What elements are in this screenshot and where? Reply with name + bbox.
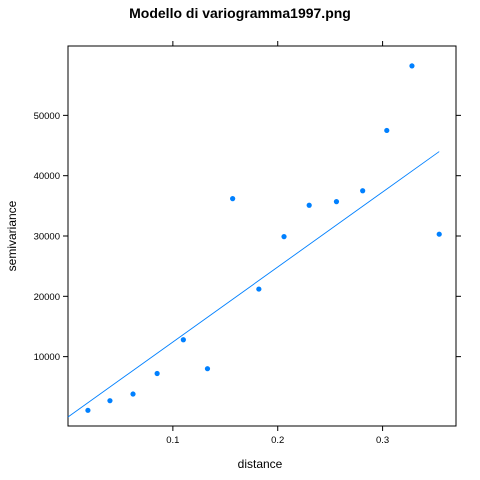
data-point-4 (180, 337, 186, 343)
data-point-0 (85, 407, 91, 413)
x-tick-label-1: 0.2 (271, 435, 284, 446)
y-tick-label-0: 10000 (34, 352, 60, 363)
y-tick-label-4: 50000 (34, 111, 60, 122)
data-point-10 (333, 199, 340, 205)
data-point-14 (436, 231, 442, 237)
chart-title: Modello di variogramma1997.png (129, 5, 351, 21)
x-tick-label-0: 0.1 (166, 435, 179, 446)
data-point-12 (384, 127, 390, 134)
x-tick-label-2: 0.3 (376, 435, 389, 446)
y-tick-label-3: 40000 (34, 171, 60, 182)
data-point-1 (107, 398, 113, 404)
data-point-2 (130, 391, 136, 397)
data-point-8 (281, 234, 287, 240)
axis-ticks (63, 41, 461, 431)
y-axis-label: semivariance (5, 200, 19, 271)
data-point-3 (154, 370, 160, 377)
data-points (85, 63, 442, 413)
variogram-model-line (67, 151, 440, 418)
data-point-11 (360, 188, 366, 194)
data-point-5 (204, 366, 211, 372)
data-point-13 (409, 63, 415, 69)
plot-frame (67, 45, 457, 427)
data-point-9 (306, 202, 312, 208)
data-point-7 (256, 286, 262, 292)
y-tick-label-1: 20000 (34, 292, 60, 303)
tick-labels: 0.1 0.2 0.3 10000 20000 30000 40000 50000 (34, 111, 390, 446)
x-axis-label: distance (238, 457, 283, 471)
data-point-6 (230, 196, 236, 202)
y-tick-label-2: 30000 (34, 232, 60, 243)
